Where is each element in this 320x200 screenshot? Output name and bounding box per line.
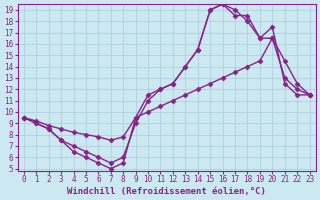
X-axis label: Windchill (Refroidissement éolien,°C): Windchill (Refroidissement éolien,°C) [67, 187, 266, 196]
